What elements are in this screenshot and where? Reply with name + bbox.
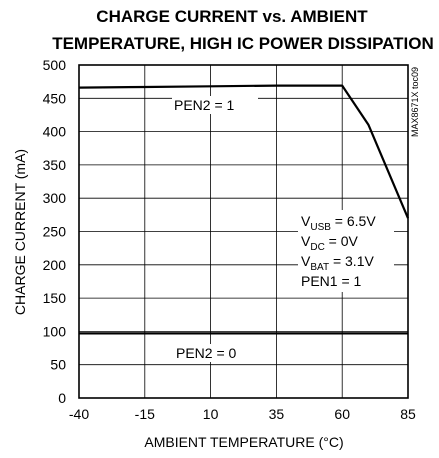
x-tick-label: 35 (269, 406, 285, 422)
y-tick-label: 250 (43, 224, 67, 240)
y-tick-label: 200 (43, 257, 67, 273)
series-line (78, 84, 410, 219)
y-tick-label: 50 (50, 357, 66, 373)
plot-frame (78, 64, 409, 399)
y-tick-label: 0 (58, 390, 66, 406)
series-lines (78, 84, 410, 335)
y-tick-label: 150 (43, 290, 67, 306)
x-tick-label: 60 (334, 406, 350, 422)
x-tick-label: 85 (400, 406, 416, 422)
pen2-0-label-bg (172, 344, 246, 362)
y-tick-label: 500 (43, 57, 67, 73)
y-tick-label: 400 (43, 124, 67, 140)
pen2-1-label-bg (172, 96, 258, 114)
y-axis-label: CHARGE CURRENT (mA) (12, 149, 28, 315)
tick-labels: -40 -15 10 35 60 85 0 50 100 150 200 250 300 350 400 45… (43, 57, 416, 422)
pen2-1-label: PEN2 = 1 (174, 97, 235, 113)
x-axis-label: AMBIENT TEMPERATURE (°C) (144, 434, 343, 450)
y-tick-label: 300 (43, 190, 67, 206)
chart-title-line-1: CHARGE CURRENT vs. AMBIENT (96, 7, 368, 26)
chart-title-line-2: TEMPERATURE, HIGH IC POWER DISSIPATION (52, 34, 434, 53)
y-tick-label: 100 (43, 323, 67, 339)
y-tick-label: 350 (43, 157, 67, 173)
x-tick-label: -15 (135, 406, 155, 422)
x-tick-label: 10 (203, 406, 219, 422)
x-tick-label: -40 (69, 406, 89, 422)
y-tick-label: 450 (43, 90, 67, 106)
pen1-annotation: PEN1 = 1 (301, 273, 362, 289)
pen2-0-label: PEN2 = 0 (176, 345, 237, 361)
vdc-annotation: VDC = 0V (301, 233, 359, 253)
vusb-annotation: VUSB = 6.5V (301, 213, 376, 233)
part-number-label: MAX8671X toc09 (410, 67, 420, 137)
conditions-box-bg (298, 210, 394, 292)
vbat-annotation: VBAT = 3.1V (301, 253, 374, 273)
